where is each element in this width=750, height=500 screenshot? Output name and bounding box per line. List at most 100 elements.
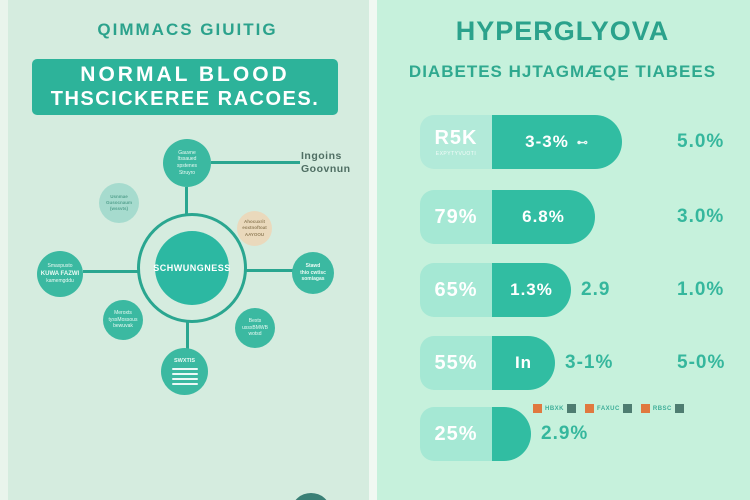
chart-row: 65% 1.3% 2.9 1.0% [420,263,750,317]
banner-line1: NORMAL BLOOD [80,63,290,87]
legend-dark-swatch [567,404,577,413]
node-text: AAYOOU [244,231,265,237]
left-kicker: QIMMACS GIUITIG [97,20,278,39]
bar-dark-segment: 1.3% [492,263,571,317]
node-text: bewuvak [113,323,133,330]
chart-row: R5K EXPYTYVUOTI 3-3% ⊷ 5.0% [420,115,750,169]
bar-left-segment: 25% [420,407,492,461]
node-text: wotsd [248,331,262,338]
diagram-callout-label: Ingoins Goovnun [301,150,351,175]
diagram-center-node: SCHWUNGNESS [153,231,231,305]
node-text: (wssvts) [109,206,128,212]
mid-value-label: 2.9% [541,423,589,444]
node-text: ussxBMWB [242,324,268,331]
bar-left-segment: 79% [420,190,492,244]
connector-top [185,187,188,214]
mid-value-label: 3-1% [565,352,614,373]
chart-legend: HBXK FAXUC RBSC [533,404,684,413]
node-text: Bexts [248,317,262,324]
list-line [171,377,198,381]
diagram-left-node: Smaxpusto KUWA FAZWI kamemgddu [37,251,83,297]
row-value-label: 5-0% [677,352,726,373]
legend-orange-swatch [533,404,542,413]
node-text: spstenes [176,163,197,169]
node-text: tyssMossous [108,316,138,323]
connector-callout [211,161,300,164]
callout-line2: Goovnun [301,162,351,175]
node-text: Usnmae [110,193,128,199]
right-title: HYPERGLYOVA [455,16,670,46]
diagram-top-node: Gauvne Itssaued spstenes Struyro [163,139,211,187]
chart-row: 25% 2.9% [420,407,750,461]
right-subtitle: DIABETES HJTAGMÆQE TIABEES [408,62,717,81]
connector-bottom [186,322,189,349]
bar-dark-segment: 6.8% [492,190,595,244]
bar-value-label: 1.3% [510,280,553,299]
diagram-aux-tan-node: Ahocuxrit eoxtnoftoat AAYOOU [237,211,272,246]
connector-right [246,269,293,272]
left-banner: NORMAL BLOOD THSCICKEREE RACOES. [32,59,338,115]
range-icon: ⊷ [576,136,589,149]
node-text: Meroxts [114,309,132,316]
list-line [171,367,198,371]
bar-left-segment: 65% [420,263,492,317]
bar-left-label: 55% [434,351,478,374]
node-text: Gusocnaum [105,199,132,205]
mid-value-label: 2.9 [581,279,611,300]
legend-dark-swatch [622,404,632,413]
node-text: thio cwtisc [300,269,326,276]
bar-dark-segment [492,407,531,461]
callout-line1: Ingoins [301,150,342,162]
node-text: somiagas [301,276,325,283]
bar-left-segment: 55% [420,336,492,390]
node-text: eoxtnoftoat [242,225,267,231]
legend-label: RBSC [652,405,672,412]
bar-left-label: R5K [434,127,478,149]
bar-dark-segment: In [492,336,555,390]
row-value-label: 5.0% [677,131,725,152]
center-node-label: SCHWUNGNESS [153,262,231,273]
node-text: Smaxpusto [47,263,73,270]
bar-left-label: 79% [434,205,478,228]
bar-left-label: 65% [434,278,478,301]
bar-value-label: 3-3% [525,132,569,151]
node-title: SWXTIS [173,357,196,364]
connector-left [83,270,138,273]
list-line [171,382,198,386]
bar-left-segment: R5K EXPYTYVUOTI [420,115,492,169]
bar-left-sublabel: EXPYTYVUOTI [435,151,477,157]
chart-row: 55% In 3-1% 5-0% [420,336,750,390]
bar-value-label: 6.8% [522,207,565,226]
left-panel: QIMMACS GIUITIG NORMAL BLOOD THSCICKEREE… [0,0,375,500]
node-text: Stawd [305,262,321,269]
legend-orange-swatch [640,404,650,413]
diagram-aux-light-node: Usnmae Gusocnaum (wssvts) [99,183,139,223]
bar-value-label: In [514,353,533,372]
node-text: Gauvne [178,149,196,156]
diagram-bottom-node: SWXTIS [161,348,208,395]
legend-item: RBSC [640,404,684,413]
bar-left-label: 25% [434,422,478,445]
node-text: Itssaued [177,156,197,163]
legend-label: HBXK [545,405,565,412]
list-line [171,372,198,376]
banner-line2: THSCICKEREE RACOES. [50,87,320,110]
diagram-right-node: Stawd thio cwtisc somiagas [292,252,334,294]
node-text: KUWA FAZWI [40,270,80,277]
diagram-lower-right-node: Bexts ussxBMWB wotsd [235,308,275,348]
row-value-label: 1.0% [677,279,725,300]
row-value-label: 3.0% [677,206,725,227]
diagram-lower-left-node: Meroxts tyssMossous bewuvak [103,300,143,340]
panel-divider [369,0,377,500]
diagram-outer-ring [137,213,247,323]
bar-dark-segment: 3-3% ⊷ [492,115,622,169]
legend-dark-swatch [674,404,684,413]
chart-row: 79% 6.8% 3.0% [420,190,750,244]
legend-orange-swatch [585,404,595,413]
bottom-decorative-circle [292,493,330,500]
right-panel: HYPERGLYOVA DIABETES HJTAGMÆQE TIABEES R… [375,0,750,500]
legend-item: FAXUC [585,404,632,413]
node-text: kamemgddu [46,278,74,285]
legend-label: FAXUC [597,405,620,412]
